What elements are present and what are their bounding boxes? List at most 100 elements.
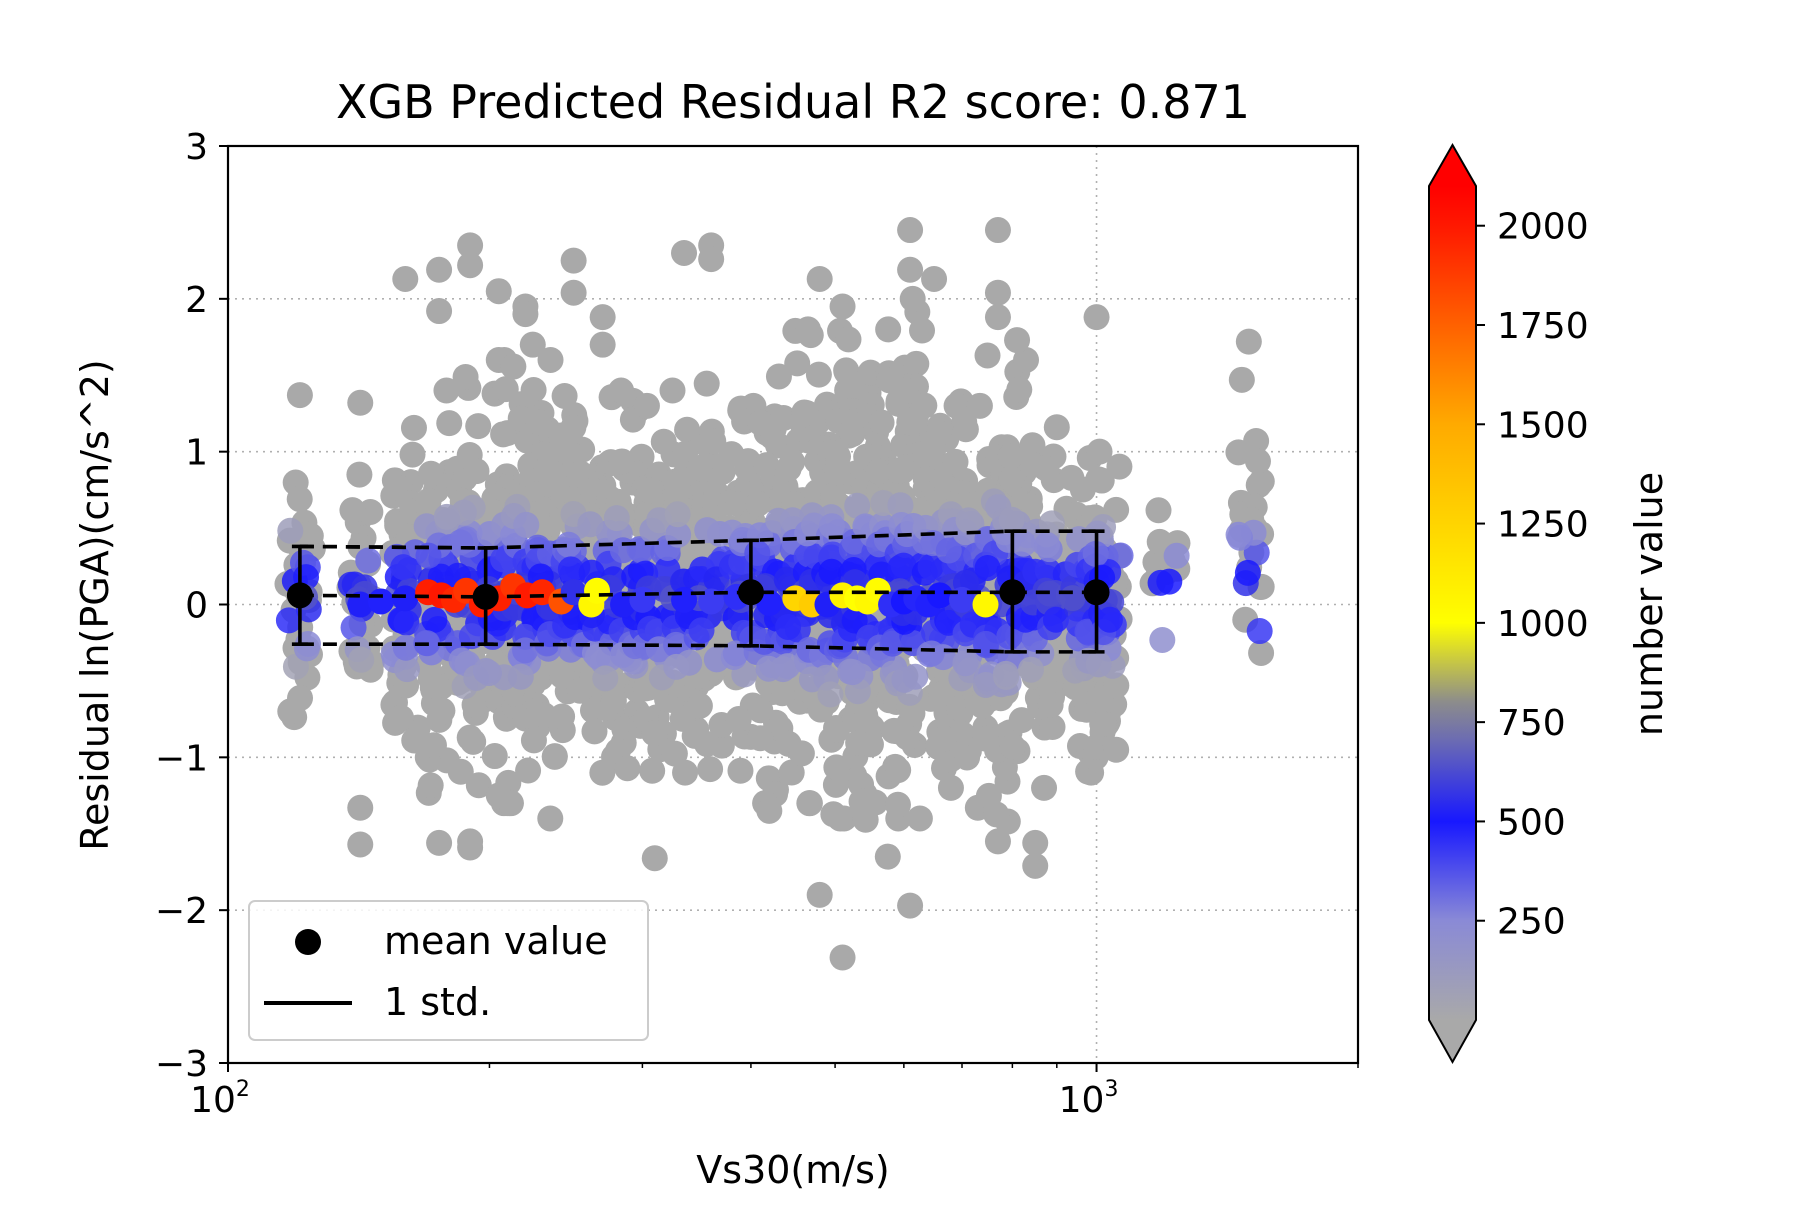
scatter-point [1085,651,1112,678]
scatter-point [1244,448,1271,475]
y-tick-label: 1 [185,433,208,474]
scatter-point [744,540,771,567]
scatter-point [1004,327,1031,354]
scatter-point [868,409,895,436]
scatter-point [1022,829,1049,856]
scatter-point [954,744,981,771]
scatter-point [1248,468,1275,495]
scatter-point [890,552,917,579]
scatter-point [661,740,688,767]
scatter-point [347,389,374,416]
scatter-point-dense [629,586,656,613]
scatter-point [1013,346,1040,373]
scatter-point [897,892,924,919]
scatter-point [857,731,884,758]
scatter-point [275,607,302,634]
scatter-point [436,410,463,437]
scatter-point [339,497,366,524]
scatter-point [633,392,660,419]
scatter-point [671,239,698,266]
scatter-point [420,732,447,759]
scatter-point [1019,432,1046,459]
scatter-point [456,724,483,751]
mean-point [472,583,499,610]
scatter-point [770,656,797,683]
scatter-point [897,217,924,244]
scatter-point [896,409,923,436]
scatter-point [399,441,426,468]
x-tick-label: 102 [190,1077,250,1121]
scatter-point [465,772,492,799]
scatter-point [490,421,517,448]
scatter-point [589,331,616,358]
scatter-point [885,757,912,784]
scatter-point [641,845,668,872]
scatter-point [796,790,823,817]
colorbar-ticks: 2000 1750 1500 1250 1000 750 500 250 [1476,207,1589,943]
scatter-point [805,361,832,388]
scatter-point-dense [347,591,374,618]
scatter-point [935,537,962,564]
scatter-point [390,554,417,581]
scatter-point [903,350,930,377]
scatter-point [778,759,805,786]
scatter-points [274,217,1275,971]
scatter-point [427,699,454,726]
scatter-point [884,791,911,818]
scatter-point [839,659,866,686]
scatter-point [797,322,824,349]
scatter-point [727,757,754,784]
colorbar-tick-label: 500 [1497,802,1566,843]
scatter-point [1243,539,1270,566]
scatter-point [277,517,304,544]
scatter-point [998,506,1025,533]
scatter-point [862,789,889,816]
scatter-point [1246,618,1273,645]
scatter-point [984,828,1011,855]
scatter-point [747,409,774,436]
scatter-point [608,377,635,404]
scatter-point [884,718,911,745]
scatter-point [874,843,901,870]
scatter-point [698,246,725,273]
colorbar: 2000 1750 1500 1250 1000 750 500 250 number val… [1428,142,1671,1065]
scatter-point [541,743,568,770]
scatter-point [515,757,542,784]
colorbar-tick-label: 250 [1497,902,1566,943]
scatter-point [765,363,792,390]
scatter-point [1228,366,1255,393]
scatter-point [829,944,856,971]
scatter-point [688,617,715,644]
y-tick-label: 3 [185,127,208,168]
scatter-point [899,700,926,727]
scatter-point [608,448,635,475]
scatter-point [537,805,564,832]
scatter-point [1042,606,1069,633]
scatter-point [747,725,774,752]
scatter-point [589,759,616,786]
colorbar-extend-min [1429,1020,1476,1062]
y-tick-label: 2 [185,280,208,321]
scatter-point [835,326,862,353]
scatter-point [887,492,914,519]
scatter-point [663,653,690,680]
mean-point [737,579,764,606]
scatter-point [921,265,948,292]
scatter-point [818,513,845,540]
scatter-point-dense [698,588,725,615]
scatter-point [433,377,460,404]
scatter-point [347,794,374,821]
x-tick-label: 103 [1059,1077,1119,1121]
x-tick-exponent: 2 [236,1077,250,1102]
scatter-point [672,759,699,786]
scatter-point [393,656,420,683]
scatter-point [549,703,576,730]
scatter-point [1022,852,1049,879]
scatter-point [984,304,1011,331]
scatter-point [286,486,313,513]
scatter-point [417,772,444,799]
scatter-point [500,353,527,380]
colorbar-tick-label: 2000 [1497,207,1589,248]
